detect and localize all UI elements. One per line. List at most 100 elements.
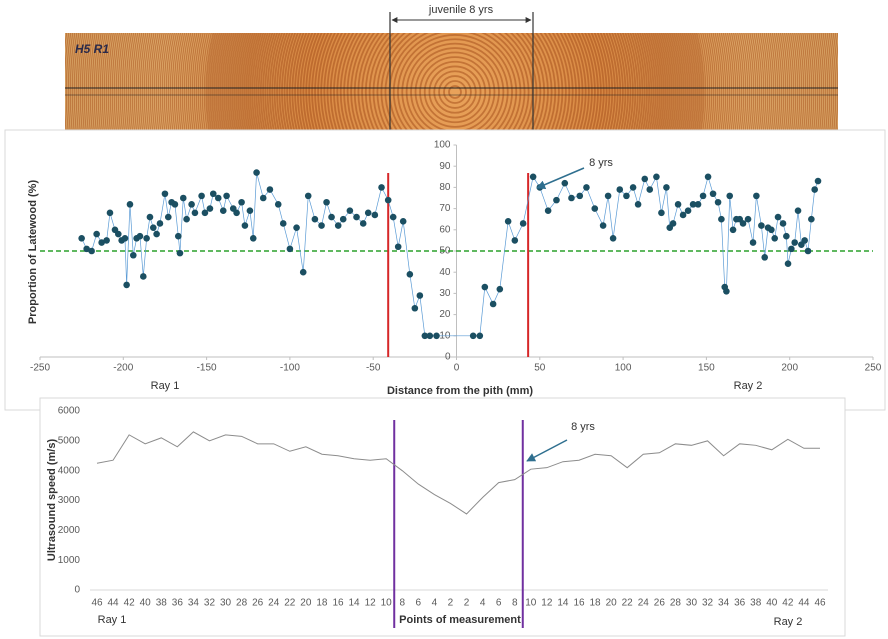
data-point [214, 194, 222, 202]
data-point [718, 215, 725, 223]
data-point [411, 304, 419, 312]
x-tick-label: 16 [332, 598, 344, 609]
data-point [511, 237, 519, 244]
data-point [176, 249, 184, 257]
y-tick-label: 1000 [58, 555, 81, 566]
data-point [83, 245, 90, 253]
data-point [219, 207, 227, 215]
y-tick-label: 90 [439, 161, 451, 172]
data-point [679, 211, 687, 219]
data-point [561, 179, 569, 187]
annotation: Ray 1 [98, 614, 127, 626]
x-tick-label: 46 [91, 598, 103, 609]
x-tick-label: 38 [156, 598, 168, 609]
data-point [233, 209, 240, 217]
data-point [115, 230, 122, 238]
data-point [78, 234, 85, 242]
data-point [469, 332, 477, 340]
data-point [293, 224, 300, 231]
data-point [201, 209, 209, 217]
data-point [714, 198, 722, 206]
y-tick-label: 2000 [58, 525, 81, 536]
data-point [191, 209, 199, 217]
x-tick-label: 200 [781, 363, 798, 374]
data-point [183, 215, 190, 223]
data-point [206, 205, 214, 212]
data-point [98, 239, 105, 246]
x-tick-label: 10 [381, 598, 393, 609]
data-point [249, 234, 257, 242]
data-point [359, 220, 367, 227]
data-point [121, 234, 129, 242]
data-point [599, 222, 607, 229]
data-point [694, 201, 702, 208]
data-point [136, 232, 144, 240]
data-point [723, 287, 730, 295]
y-tick-label: 40 [439, 267, 451, 278]
x-tick-label: 42 [124, 598, 136, 609]
x-tick-label: 40 [766, 598, 778, 609]
data-point [761, 254, 769, 261]
y-tick-label: 0 [445, 352, 451, 363]
data-point [646, 186, 654, 193]
data-point [784, 260, 792, 268]
x-tick-label: 150 [698, 363, 715, 374]
data-point [266, 186, 274, 193]
data-point [476, 332, 484, 340]
x-tick-label: 32 [204, 598, 216, 609]
data-point [663, 184, 670, 191]
x-tick-label: 36 [172, 598, 184, 609]
x-tick-label: 40 [140, 598, 152, 609]
data-point [328, 213, 335, 221]
data-point [353, 213, 360, 221]
data-point [641, 175, 649, 183]
data-point [814, 177, 822, 185]
data-point [553, 196, 560, 204]
data-point [241, 222, 249, 229]
annotation: 8 yrs [589, 157, 613, 169]
data-point [669, 220, 677, 227]
wood-photo: H5 R1 juvenile 8 yrs [65, 4, 838, 130]
x-tick-label: 0 [454, 363, 460, 374]
x-tick-label: 20 [300, 598, 312, 609]
data-point [156, 220, 164, 227]
x-tick-label: 8 [399, 598, 405, 609]
data-point [544, 207, 552, 215]
x-tick-label: -150 [197, 363, 217, 374]
data-point [88, 247, 95, 255]
x-axis-title: Points of measurement [399, 614, 521, 626]
x-tick-label: 18 [590, 598, 602, 609]
data-line [96, 431, 820, 515]
x-tick-label: 2 [448, 598, 454, 609]
data-point [426, 332, 434, 340]
data-point [149, 224, 157, 231]
data-point [791, 239, 798, 246]
x-tick-label: 26 [252, 598, 264, 609]
annotation: 8 yrs [571, 421, 595, 433]
data-point [658, 209, 665, 217]
data-point [304, 192, 312, 200]
y-tick-label: 100 [434, 140, 451, 151]
data-point [729, 226, 737, 234]
x-tick-label: 6 [416, 598, 422, 609]
data-point [504, 218, 512, 225]
data-point [684, 207, 692, 215]
data-point [609, 234, 617, 242]
x-tick-label: 20 [606, 598, 618, 609]
data-point [699, 192, 707, 200]
data-point [143, 234, 150, 242]
data-point [568, 194, 575, 202]
data-point [496, 285, 504, 293]
data-point [634, 201, 642, 208]
data-point [416, 292, 424, 299]
x-tick-label: -250 [30, 363, 50, 374]
data-point [171, 201, 179, 208]
data-point [106, 209, 114, 217]
data-point [801, 237, 808, 244]
y-tick-label: 80 [439, 182, 451, 193]
x-tick-label: 250 [865, 363, 882, 374]
data-point [389, 213, 397, 221]
